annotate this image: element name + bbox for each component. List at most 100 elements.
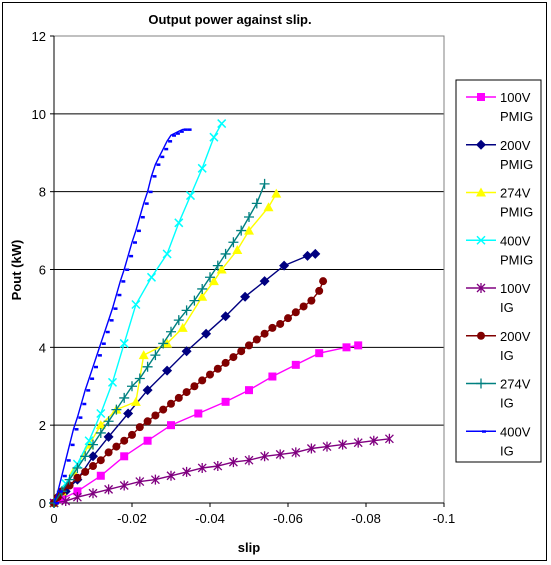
data-point: [64, 474, 75, 485]
y-tick-label: 4: [39, 340, 46, 355]
data-point: [150, 350, 161, 361]
y-tick-label: 8: [39, 185, 46, 200]
data-point: [197, 291, 208, 301]
data-point: [131, 299, 141, 310]
data-point: [61, 496, 71, 507]
data-point: [66, 459, 71, 462]
y-axis-label: Pout (kW): [9, 240, 24, 301]
legend-label: IG: [500, 443, 514, 458]
legend: 100VPMIG200VPMIG274VPMIG400VPMIG100VIG20…: [455, 79, 542, 463]
data-point: [220, 248, 231, 259]
legend-label: 400V: [500, 233, 531, 248]
data-point: [177, 322, 188, 332]
data-point: [88, 439, 98, 450]
y-tick-label: 12: [32, 29, 46, 44]
data-point: [302, 250, 313, 261]
data-point: [104, 484, 114, 495]
legend-box: [455, 79, 542, 463]
data-point: [81, 467, 90, 476]
legend-label: PMIG: [500, 109, 533, 124]
data-point: [259, 276, 270, 287]
data-point: [168, 140, 173, 143]
data-point: [74, 428, 79, 431]
legend-label: 200V: [500, 329, 531, 344]
data-point: [205, 272, 215, 283]
series-group: [49, 119, 394, 508]
legend-marker: [476, 139, 486, 150]
data-point: [307, 296, 316, 305]
legend-entry: 200V PMIG: [466, 138, 533, 172]
series-200v-ig: [50, 277, 328, 507]
data-point: [95, 420, 106, 430]
data-point: [185, 191, 196, 201]
data-point: [123, 408, 134, 419]
legend-label: PMIG: [500, 157, 533, 172]
data-point: [158, 338, 169, 349]
legend-label: 100V: [500, 90, 531, 105]
data-point: [89, 462, 97, 471]
series-200v-pmig: [49, 248, 321, 508]
data-point: [315, 286, 324, 295]
data-point: [276, 319, 285, 328]
data-point: [86, 389, 91, 392]
data-point: [162, 249, 172, 259]
data-point: [58, 490, 63, 493]
data-point: [183, 128, 188, 131]
legend-label: 200V: [500, 138, 531, 153]
data-point: [90, 377, 95, 380]
legend-label: 274V: [500, 186, 531, 201]
data-point: [70, 443, 75, 447]
data-point: [88, 451, 98, 462]
data-point: [353, 437, 363, 448]
data-point: [80, 451, 91, 462]
data-point: [268, 323, 277, 332]
data-point: [119, 338, 129, 348]
data-point: [244, 211, 254, 222]
data-point: [138, 350, 149, 360]
series-100v-ig: [49, 433, 394, 508]
data-point: [117, 293, 122, 297]
data-point: [55, 502, 59, 505]
legend-marker: [476, 283, 486, 293]
data-point: [130, 396, 141, 406]
x-tick-label: -0.08: [351, 511, 381, 526]
data-point: [221, 358, 230, 367]
data-point: [240, 291, 251, 302]
data-point: [144, 202, 149, 205]
data-point: [101, 342, 106, 345]
data-point: [62, 474, 67, 478]
data-point: [179, 130, 184, 133]
data-point: [232, 245, 243, 255]
data-point: [310, 248, 321, 259]
data-point: [167, 421, 175, 430]
legend-marker: [476, 378, 486, 389]
legend-entry: 200V IG: [466, 329, 531, 363]
legend-entry: 100V PMIG: [466, 90, 533, 124]
legend-entry: 274V IG: [466, 377, 531, 411]
data-point: [260, 451, 270, 462]
data-point: [259, 178, 270, 189]
data-point: [159, 405, 168, 414]
data-point: [88, 488, 98, 499]
data-point: [182, 466, 192, 477]
legend-entry: 400V PMIG: [466, 233, 533, 267]
data-point: [228, 457, 238, 468]
data-point: [217, 119, 227, 129]
data-point: [189, 295, 200, 306]
data-point: [201, 328, 212, 339]
data-point: [206, 370, 214, 379]
data-point: [229, 353, 238, 362]
data-point: [228, 237, 239, 248]
data-point: [167, 399, 175, 408]
data-point: [134, 373, 145, 384]
data-point: [78, 416, 83, 419]
data-point: [73, 473, 82, 482]
data-point: [271, 188, 282, 198]
data-point: [111, 404, 122, 415]
data-point: [148, 190, 153, 194]
data-point: [181, 305, 192, 316]
data-point: [291, 308, 300, 317]
data-point: [173, 315, 184, 326]
legend-label: 100V: [500, 281, 531, 296]
y-tick-label: 2: [39, 418, 46, 433]
